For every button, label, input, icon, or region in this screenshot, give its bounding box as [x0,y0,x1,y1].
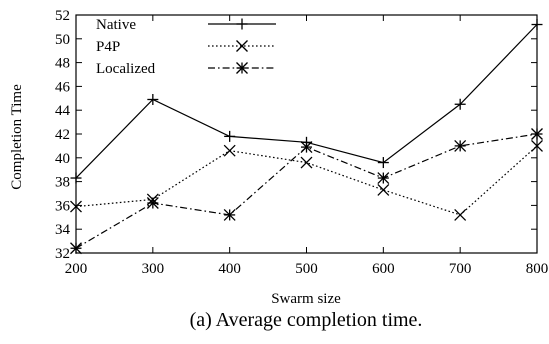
legend-label-localized: Localized [96,61,156,77]
data-point-localized [531,128,543,140]
data-point-native [377,157,389,169]
data-point-localized-stroke [377,172,390,184]
data-point-native [70,172,82,184]
data-point-p4p-stroke [223,144,236,157]
series-native [70,19,543,184]
data-point-p4p-stroke [531,139,543,152]
ticks: 200 300 400 500 600 700 800 32 34 36 38 40 42 44 46 48 5… [55,8,548,277]
data-point-localized-stroke [531,128,543,140]
axes [75,14,538,254]
y-axis-label: Completion Time [9,84,25,190]
series-localized [70,128,543,255]
series-line-native [75,24,538,179]
plot-frame [75,14,538,254]
data-point-native [224,130,236,142]
data-point-native [531,19,543,31]
series-layer [70,19,543,255]
x-tick-label: 700 [449,261,472,277]
data-point-localized-stroke [454,139,467,152]
data-point-p4p-stroke [300,156,313,169]
data-point-p4p-stroke [454,208,467,221]
legend-marker-native [236,18,248,30]
y-tick-label: 42 [55,127,70,143]
y-tick-label: 32 [55,246,70,262]
data-point-p4p [70,200,82,213]
y-tick-label: 48 [55,56,70,72]
y-tick-label: 40 [55,151,70,167]
data-point-localized [223,208,236,221]
data-point-localized-stroke [300,141,313,154]
y-tick-label: 38 [55,175,70,191]
y-tick-label: 34 [55,222,71,238]
y-tick-label: 46 [55,79,71,95]
legend-label-p4p: P4P [96,39,120,55]
data-point-localized [146,197,159,209]
data-point-localized-stroke [146,197,159,209]
data-point-native [147,93,159,105]
legend-marker-p4p-stroke [236,40,248,52]
legend: Native P4P Localized [96,17,276,77]
y-tick-label: 44 [55,103,71,119]
data-point-p4p [454,208,467,221]
x-tick-label: 400 [218,261,241,277]
x-tick-label: 200 [65,261,88,277]
series-line-p4p [75,145,538,216]
legend-label-native: Native [96,17,136,33]
x-tick-label: 500 [295,261,318,277]
x-tick-label: 800 [526,261,549,277]
data-point-localized-stroke [223,208,236,221]
data-point-localized [377,172,390,184]
data-point-localized [454,139,467,152]
y-tick-label: 50 [55,32,70,48]
x-tick-label: 300 [142,261,165,277]
y-tick-label: 36 [55,198,71,214]
data-point-p4p-stroke [70,200,82,213]
x-axis-label: Swarm size [271,291,341,307]
data-point-p4p [531,139,543,152]
figure-caption: (a) Average completion time. [190,309,423,331]
data-point-native [454,98,466,110]
data-point-p4p-stroke [377,183,390,196]
legend-marker-localized [236,62,248,74]
legend-marker-localized-stroke [236,62,248,74]
y-tick-label: 52 [55,8,70,24]
data-point-p4p [377,183,390,196]
legend-marker-p4p [236,40,248,52]
data-point-localized-stroke [70,242,82,255]
data-point-p4p [223,144,236,157]
data-point-localized [300,141,313,154]
x-tick-label: 600 [372,261,395,277]
data-point-localized [70,242,82,255]
data-point-p4p [300,156,313,169]
